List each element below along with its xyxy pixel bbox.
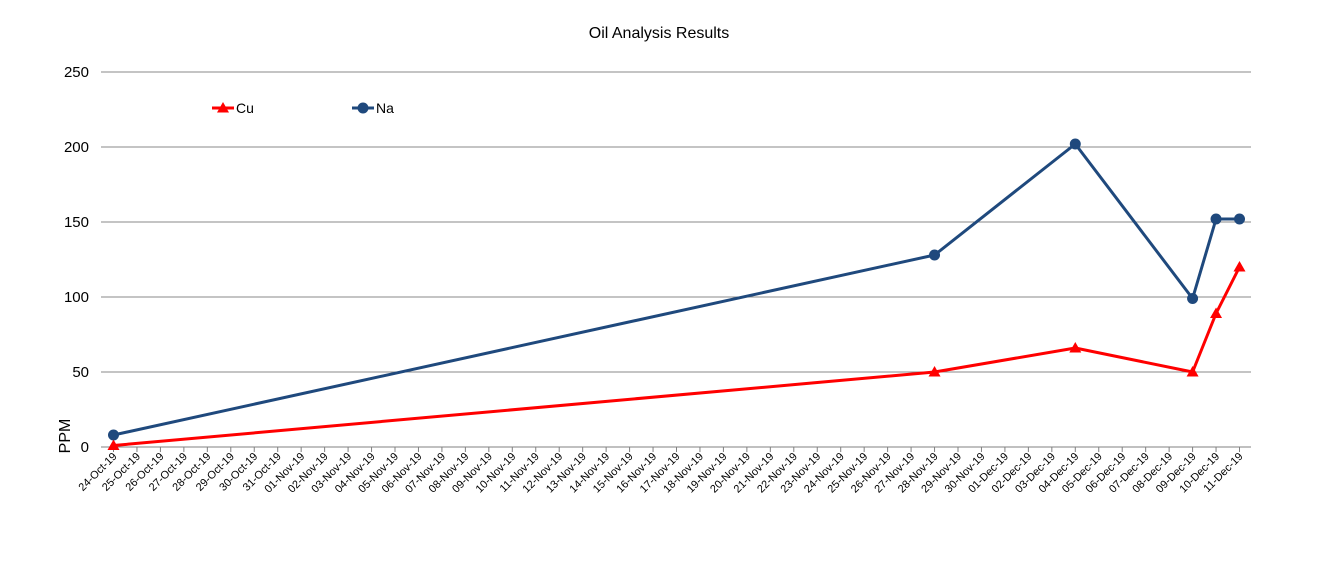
legend-item-cu: Cu [212,100,254,116]
y-tick-label: 200 [64,139,89,156]
y-tick-label: 250 [64,64,89,81]
series-na [108,138,1245,441]
y-tick-label: 0 [81,439,89,456]
data-point-marker [1069,138,1081,150]
legend: Cu Na [212,100,394,116]
legend-item-na: Na [352,100,394,116]
data-point-marker [1069,342,1082,353]
data-point-marker [928,366,941,377]
y-tick-labels: 0 50 100 150 200 250 [64,64,89,456]
data-point-marker [1186,366,1199,377]
x-tick-labels: 24-Oct-1925-Oct-1926-Oct-1927-Oct-1928-O… [77,451,1246,496]
gridlines [101,71,1251,452]
y-tick-label: 100 [64,289,89,306]
data-point-marker [1210,213,1222,225]
data-point-marker [108,429,119,441]
data-point-marker [1187,293,1199,304]
data-point-marker [929,249,941,261]
legend-label: Cu [236,100,254,116]
series-layer [107,138,1246,450]
y-tick-label: 150 [64,214,89,231]
data-point-marker [1234,213,1245,225]
data-point-marker [1233,261,1246,272]
chart-title: Oil Analysis Results [589,25,730,42]
data-point-marker [1210,307,1223,318]
data-point-marker [357,102,369,114]
series-line-cu [113,266,1241,447]
legend-label: Na [376,100,394,116]
data-point-marker [217,102,229,113]
y-tick-label: 50 [72,364,89,381]
series-line-na [113,142,1240,437]
series-cu [107,261,1246,450]
data-point-marker [107,439,120,450]
y-axis-label: PPM [57,419,74,454]
